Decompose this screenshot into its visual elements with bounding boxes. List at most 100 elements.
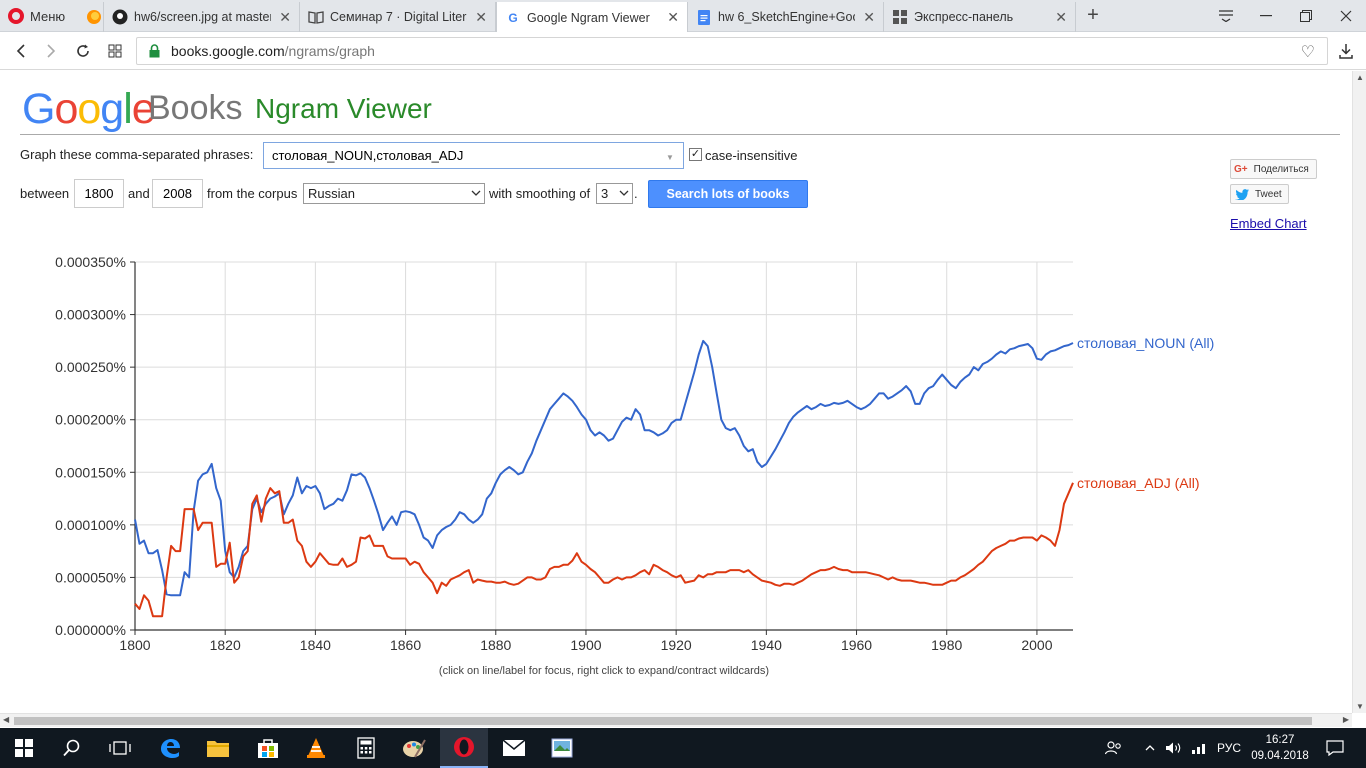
edge-browser-icon[interactable] [146,728,194,768]
url-domain: books.google.com [171,43,285,59]
google-plus-icon: G+ [1234,163,1248,175]
y-tick-label: 0.000150% [55,464,126,480]
scroll-left-icon[interactable]: ◀ [3,715,10,724]
chevron-down-icon[interactable]: ▼ [666,153,674,162]
tab-seminar[interactable]: Семинар 7 · Digital Literac ✕ [300,2,496,32]
series-line[interactable] [134,339,1074,597]
google-plus-share-button[interactable]: G+ Поделиться [1230,159,1317,179]
and-label: and [128,186,150,201]
close-window-icon[interactable] [1326,0,1366,32]
back-icon[interactable] [8,39,34,63]
scroll-down-icon[interactable]: ▼ [1356,702,1364,711]
photos-icon[interactable] [538,728,586,768]
heart-icon[interactable]: ♡ [1300,44,1315,61]
scroll-up-icon[interactable]: ▲ [1356,73,1364,82]
x-tick-label: 1960 [841,637,872,653]
tab-close-icon[interactable]: ✕ [667,9,679,25]
year-start-input[interactable] [74,179,124,208]
chevron-down-icon [471,188,481,199]
tab-close-icon[interactable]: ✕ [475,8,487,25]
speed-dial-icon [892,9,908,25]
series-line[interactable] [134,482,1074,618]
scrollbar-thumb[interactable] [14,717,1312,725]
corpus-value: Russian [308,186,355,201]
share-label: Поделиться [1253,163,1309,175]
phrases-input[interactable] [263,142,684,169]
series-label[interactable]: столовая_ADJ (All) [1077,475,1200,491]
year-end-input[interactable] [152,179,203,208]
mail-icon[interactable] [490,728,538,768]
corpus-select[interactable]: Russian [303,183,485,204]
x-tick-label: 1820 [210,637,241,653]
paint-icon[interactable] [390,728,438,768]
calculator-icon[interactable] [342,728,390,768]
forward-icon[interactable] [38,39,64,63]
tab-close-icon[interactable]: ✕ [1055,8,1067,25]
page-title: Ngram Viewer [255,93,432,124]
vlc-icon[interactable] [292,728,340,768]
smoothing-value: 3 [601,186,609,201]
y-tick-label: 0.000100% [55,517,126,533]
y-tick-label: 0.000050% [55,569,126,585]
opera-menu-button[interactable]: Меню [0,0,76,32]
corpus-label: from the corpus [207,186,298,201]
tab-close-icon[interactable]: ✕ [863,8,875,25]
tab-menu-icon[interactable] [1206,0,1246,32]
opera-menu-label: Меню [30,8,66,24]
tab-title: hw 6_SketchEngine+Goog [718,10,856,24]
period-label: . [634,186,638,201]
minimize-icon[interactable] [1246,0,1286,32]
system-clock[interactable]: 16:27 09.04.2018 [1248,732,1312,764]
tab-title: hw6/screen.jpg at master · [134,10,272,24]
file-explorer-icon[interactable] [194,728,242,768]
network-icon[interactable] [1188,728,1212,768]
keyboard-language-indicator[interactable]: РУС [1216,741,1242,755]
tweet-label: Tweet [1255,188,1282,200]
embed-chart-link[interactable]: Embed Chart [1230,216,1307,231]
smoothing-select[interactable]: 3 [596,183,633,204]
series-label[interactable]: столовая_NOUN (All) [1077,335,1214,351]
search-button[interactable]: Search lots of books [648,180,808,208]
scroll-right-icon[interactable]: ▶ [1342,715,1349,724]
tab-title: Семинар 7 · Digital Literac [330,10,468,24]
horizontal-scrollbar[interactable]: ◀ ▶ [0,713,1352,727]
vertical-scrollbar[interactable]: ▲ ▼ [1352,71,1366,713]
tab-close-icon[interactable]: ✕ [279,8,291,25]
x-tick-label: 1800 [119,637,150,653]
tab-firefox[interactable] [78,2,104,32]
tab-github-hw6[interactable]: hw6/screen.jpg at master · ✕ [104,2,300,32]
case-insensitive-label: case-insensitive [705,148,798,163]
x-tick-label: 1880 [480,637,511,653]
google-logo: Google [22,85,156,133]
download-icon[interactable] [1334,39,1358,63]
x-tick-label: 2000 [1021,637,1052,653]
x-tick-label: 1920 [661,637,692,653]
tweet-button[interactable]: Tweet [1230,184,1289,204]
page-content: Google Books Ngram Viewer Graph these co… [0,71,1352,713]
url-field[interactable]: books.google.com/ngrams/graph ♡ [136,37,1328,65]
volume-icon[interactable] [1162,728,1186,768]
new-tab-button[interactable]: + [1087,4,1099,26]
chevron-down-icon [619,188,629,199]
x-tick-label: 1940 [751,637,782,653]
windows-start-icon[interactable] [0,728,48,768]
tab-title: Google Ngram Viewer [527,10,650,25]
tab-google-docs[interactable]: hw 6_SketchEngine+Goog ✕ [688,2,884,32]
people-icon[interactable] [1100,728,1128,768]
books-wordmark: Books [148,89,243,127]
opera-taskbar-icon[interactable] [440,728,488,768]
y-tick-label: 0.000000% [55,622,126,638]
reload-icon[interactable] [70,39,96,63]
notifications-icon[interactable] [1320,728,1350,768]
tab-ngram-viewer[interactable]: G Google Ngram Viewer ✕ [496,2,688,33]
ngram-chart: 0.000000% 0.000050% 0.000100% 0.000150% 0.00… [55,254,1214,653]
clock-date: 09.04.2018 [1251,750,1309,762]
case-insensitive-checkbox[interactable]: ✓ [689,148,702,161]
speed-dial-grid-icon[interactable] [102,39,128,63]
store-icon[interactable] [244,728,292,768]
chevron-up-icon[interactable] [1140,728,1160,768]
task-view-icon[interactable] [96,728,144,768]
search-icon[interactable] [48,728,96,768]
restore-icon[interactable] [1286,0,1326,32]
tab-speed-dial[interactable]: Экспресс-панель ✕ [884,2,1076,32]
